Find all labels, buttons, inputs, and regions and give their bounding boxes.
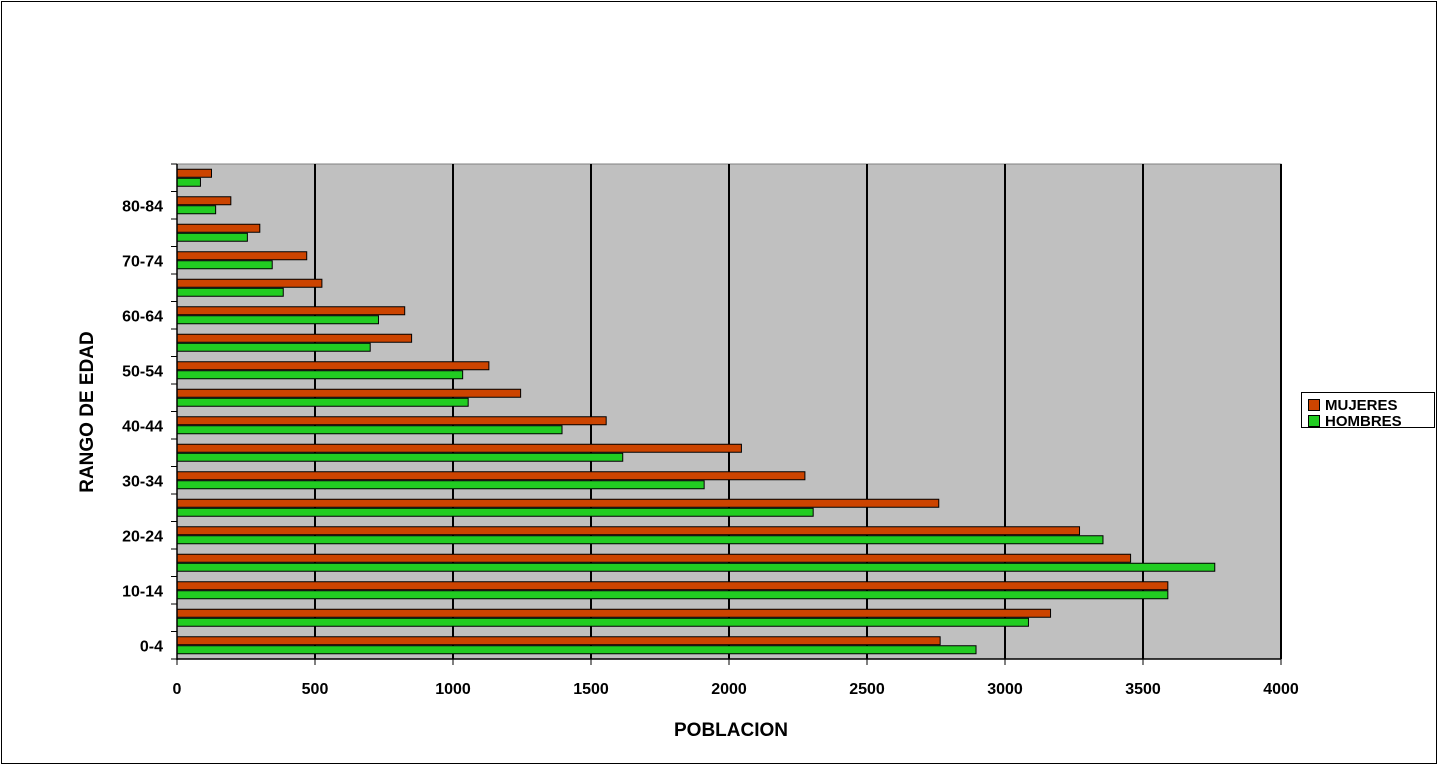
bar-mujeres-10-14 [176, 581, 1169, 591]
x-tick-label-3500: 3500 [1125, 681, 1161, 698]
bar-mujeres-30-34 [176, 471, 806, 481]
y-tick-label-30-34: 30-34 [122, 473, 163, 490]
bar-mujeres-0-4 [176, 636, 941, 646]
x-tick-label-2500: 2500 [849, 681, 885, 698]
bar-hombres-45-49 [176, 397, 469, 407]
x-axis-title: POBLACION [674, 720, 788, 741]
bar-hombres-35-39 [176, 452, 624, 462]
x-tick-label-3000: 3000 [987, 681, 1023, 698]
bar-mujeres-50-54 [176, 361, 490, 371]
x-tick-label-0: 0 [173, 681, 182, 698]
y-tick-label-10-14: 10-14 [122, 583, 163, 600]
legend-swatch-mujeres [1308, 399, 1320, 411]
y-tick-label-40-44: 40-44 [122, 418, 163, 435]
legend-item-hombres: HOMBRES [1308, 412, 1434, 430]
x-tick-label-2000: 2000 [711, 681, 747, 698]
bar-hombres-75-79 [176, 232, 248, 242]
bar-hombres-30-34 [176, 480, 705, 490]
bar-mujeres-55-59 [176, 333, 413, 343]
bar-mujeres-25-29 [176, 498, 940, 508]
bar-mujeres-60-64 [176, 306, 406, 316]
legend-label-hombres: HOMBRES [1325, 412, 1402, 430]
legend-swatch-hombres [1308, 415, 1320, 427]
bar-mujeres-80-84 [176, 196, 232, 206]
bar-mujeres-45-49 [176, 388, 522, 398]
bar-hombres-65-69 [176, 287, 284, 297]
bar-hombres-15-19 [176, 562, 1216, 572]
bar-hombres-5-9 [176, 617, 1029, 627]
bar-mujeres-5-9 [176, 608, 1052, 618]
bar-hombres-85+ [176, 177, 201, 187]
bar-mujeres-65-69 [176, 278, 323, 288]
bar-hombres-55-59 [176, 342, 371, 352]
legend-label-mujeres: MUJERES [1325, 396, 1398, 414]
y-tick-label-20-24: 20-24 [122, 528, 163, 545]
y-tick-label-0-4: 0-4 [140, 638, 163, 655]
legend-item-mujeres: MUJERES [1308, 396, 1434, 414]
x-tick-label-500: 500 [302, 681, 329, 698]
bar-mujeres-85+ [176, 168, 212, 178]
bar-hombres-50-54 [176, 370, 464, 380]
bar-mujeres-15-19 [176, 553, 1132, 563]
bar-hombres-25-29 [176, 507, 814, 517]
bar-hombres-60-64 [176, 315, 379, 325]
y-tick-label-60-64: 60-64 [122, 308, 163, 325]
bar-hombres-80-84 [176, 205, 217, 215]
y-axis-title: RANGO DE EDAD [77, 331, 98, 493]
x-tick-label-4000: 4000 [1263, 681, 1299, 698]
bar-hombres-0-4 [176, 645, 977, 655]
bar-mujeres-40-44 [176, 416, 607, 426]
bar-mujeres-75-79 [176, 223, 261, 233]
bar-hombres-20-24 [176, 535, 1104, 545]
bar-hombres-70-74 [176, 260, 273, 270]
bar-mujeres-70-74 [176, 251, 308, 261]
bar-mujeres-20-24 [176, 526, 1081, 536]
bar-hombres-10-14 [176, 590, 1169, 600]
legend: MUJERES HOMBRES [1301, 392, 1435, 430]
x-tick-label-1000: 1000 [435, 681, 471, 698]
y-tick-label-50-54: 50-54 [122, 363, 163, 380]
x-tick-label-1500: 1500 [573, 681, 609, 698]
bar-hombres-40-44 [176, 425, 563, 435]
y-tick-label-80-84: 80-84 [122, 198, 163, 215]
bar-mujeres-35-39 [176, 443, 742, 453]
y-tick-label-70-74: 70-74 [122, 253, 163, 270]
